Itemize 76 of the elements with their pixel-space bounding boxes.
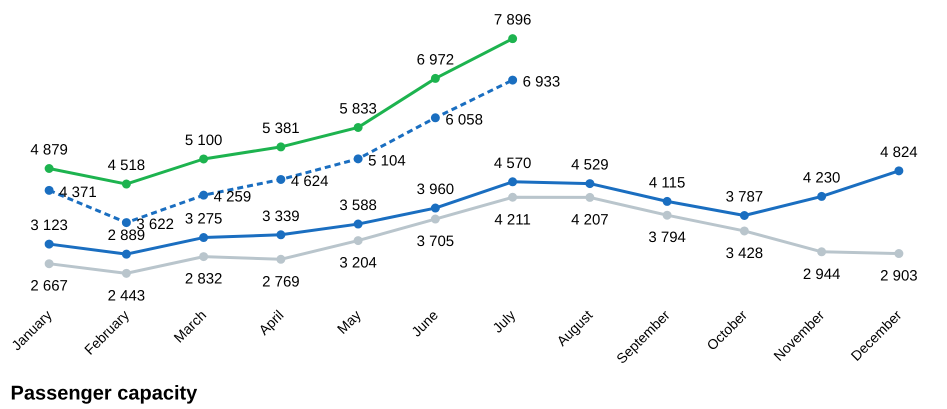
point [508, 76, 518, 85]
data-label: 5 833 [339, 100, 377, 118]
data-label: 5 381 [262, 120, 300, 137]
data-label: 3 123 [30, 217, 68, 234]
point [122, 218, 131, 228]
data-label: 2 944 [802, 266, 840, 283]
point [44, 259, 54, 268]
point [508, 177, 518, 186]
x-tick-label: July [489, 306, 518, 336]
data-label: 3 787 [726, 188, 764, 206]
data-label: 4 259 [214, 188, 252, 206]
data-label: 2 903 [880, 268, 918, 285]
data-label: 3 960 [416, 181, 454, 198]
point [585, 179, 594, 188]
data-label: 5 100 [184, 132, 222, 149]
point [817, 192, 826, 201]
point [122, 180, 131, 189]
data-label: 4 211 [494, 211, 531, 228]
data-label: 3 588 [339, 197, 377, 214]
data-label: 3 428 [726, 244, 764, 262]
point [740, 226, 749, 236]
point [894, 249, 904, 258]
point [122, 268, 131, 278]
data-label: 6 972 [416, 51, 454, 68]
point [44, 240, 54, 249]
point [508, 34, 518, 44]
data-label: 3 339 [262, 208, 300, 225]
point [740, 211, 749, 220]
data-label: 4 879 [30, 142, 68, 158]
point [276, 230, 286, 240]
data-label: 6 933 [522, 74, 560, 91]
data-label: 7 896 [494, 12, 532, 29]
data-label: 2 667 [30, 278, 68, 295]
point [199, 190, 208, 200]
point [894, 166, 904, 176]
point [354, 154, 363, 164]
point [430, 204, 440, 213]
point [199, 154, 208, 164]
x-tick-label: May [334, 306, 364, 337]
data-label: 2 769 [262, 273, 300, 290]
data-label: 2 832 [184, 270, 222, 288]
point [354, 220, 363, 229]
data-label: 5 104 [368, 152, 406, 170]
data-label: 4 624 [290, 172, 328, 190]
point [662, 210, 672, 220]
point [662, 196, 672, 206]
data-label: 3 794 [648, 229, 686, 246]
point [276, 142, 286, 152]
point [276, 174, 286, 184]
data-label: 4 570 [494, 154, 532, 172]
data-label: 6 058 [445, 111, 483, 128]
data-label: 4 529 [571, 156, 609, 174]
point [44, 164, 54, 173]
text: Passenger capacity [10, 382, 198, 404]
point [585, 192, 594, 202]
point [276, 254, 286, 264]
point [199, 233, 208, 242]
data-label: 4 207 [571, 211, 609, 228]
data-label: 4 230 [802, 169, 840, 186]
data-label: 4 824 [880, 144, 918, 161]
point [199, 252, 208, 262]
data-label: 3 705 [416, 233, 454, 250]
data-label: 4 518 [108, 157, 146, 174]
point [354, 122, 363, 132]
point [122, 250, 131, 259]
data-label: 3 275 [184, 210, 222, 228]
point [44, 186, 54, 195]
point [430, 113, 440, 122]
point [354, 236, 363, 246]
data-label: 4 115 [648, 174, 686, 192]
point [430, 214, 440, 224]
point [817, 247, 826, 256]
data-label: 2 443 [108, 287, 146, 304]
point [508, 192, 518, 202]
point [430, 74, 440, 83]
data-label: 3 204 [339, 254, 377, 272]
